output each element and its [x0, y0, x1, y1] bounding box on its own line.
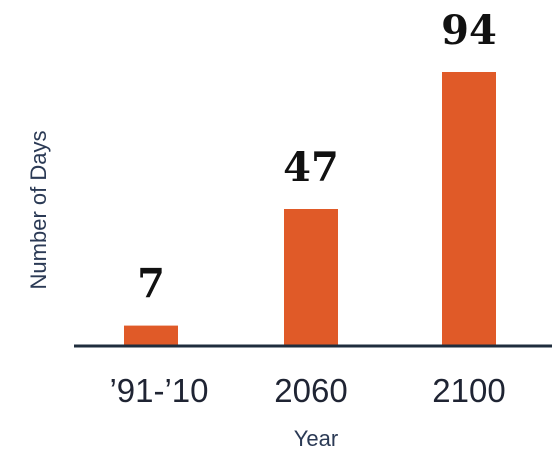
tick-labels-group: ’91-’10 2060 2100 [109, 372, 505, 409]
y-axis-title: Number of Days [26, 131, 51, 290]
bars-group [124, 72, 496, 346]
x-tick-label-2: 2100 [432, 372, 505, 409]
bar-0 [124, 325, 178, 346]
data-labels-group: 7 47 94 [137, 7, 497, 308]
x-axis-title: Year [294, 426, 338, 451]
data-label-0: 7 [137, 261, 165, 308]
bar-2 [442, 72, 496, 346]
x-tick-label-1: 2060 [274, 372, 347, 409]
bar-1 [284, 209, 338, 346]
data-label-1: 47 [283, 144, 339, 191]
data-label-2: 94 [441, 7, 497, 54]
x-tick-label-0: ’91-’10 [109, 372, 208, 409]
